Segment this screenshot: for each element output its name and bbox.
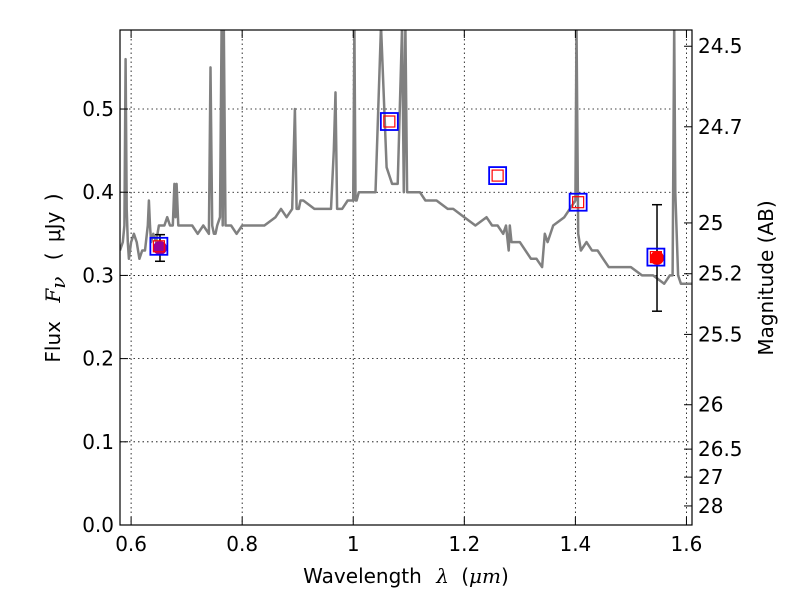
model-point-outer [646,247,666,267]
y2-tick-label: 25 [698,211,723,235]
x-axis-label-symbol: λ [435,564,449,588]
model-point-outer [149,236,169,256]
x-axis-label-unit-open: ( [461,564,469,588]
model-point-inner [649,251,663,264]
y2-tick-label: 25.2 [698,262,743,286]
y2-tick-label: 27 [698,465,723,489]
x-axis-label-text: Wavelength [303,564,422,588]
observed-point [650,250,665,265]
model-point-inner [383,115,396,128]
y-axis-label-unit-open: ( [41,252,65,260]
y2-tick-label: 28 [698,494,723,518]
y-axis-label-text: Flux [41,321,65,363]
y2-tick-label: 26.5 [698,437,743,461]
y-axis-label-symbol: F [41,288,65,304]
x-axis-label-unit-close: ) [501,564,509,588]
plot-frame [119,29,693,526]
y-tick-label: 0.0 [82,513,114,537]
model-point-outer [568,192,588,212]
x-axis-label: Wavelength λ (μm) [303,564,509,588]
x-axis-label-unit: μm [469,564,501,588]
y-tick-label: 0.1 [82,430,114,454]
y-axis-label-unit-close: ) [41,193,65,201]
model-point-outer [488,166,508,185]
photometry-points [149,112,666,312]
y-tick-label: 0.2 [82,347,114,371]
x-tick-label: 0.8 [226,532,258,556]
x-tick-label: 1.2 [448,532,480,556]
x-tick-label: 1.6 [671,532,703,556]
y-axis-label-unit: μJy [41,211,65,242]
y-axis-label-symbol-sub: ν [46,277,70,289]
model-point-inner [491,169,504,182]
model-point-inner [152,240,165,253]
y2-tick-label: 24.7 [698,115,743,139]
model-point-outer [379,112,399,131]
x-tick-label: 1 [347,532,360,556]
y-tick-label: 0.3 [82,263,114,287]
y2-axis-label: Magnitude (AB) [754,200,778,355]
axis-ticks: 0.6 0.8 1 1.2 1.4 1.6 0.0 0.1 0.2 0.3 0.4 0.5 24.5 24… [82,30,743,556]
y2-tick-label: 25.5 [698,322,743,346]
model-point-inner [572,196,585,209]
x-tick-label: 0.6 [115,532,147,556]
x-tick-label: 1.4 [559,532,591,556]
y-tick-label: 0.5 [82,97,114,121]
y2-tick-label: 24.5 [698,34,743,58]
y-tick-label: 0.4 [82,180,114,204]
y-axis-label: Flux Fν ( μJy ) [41,193,70,362]
y2-tick-label: 26 [698,393,723,417]
